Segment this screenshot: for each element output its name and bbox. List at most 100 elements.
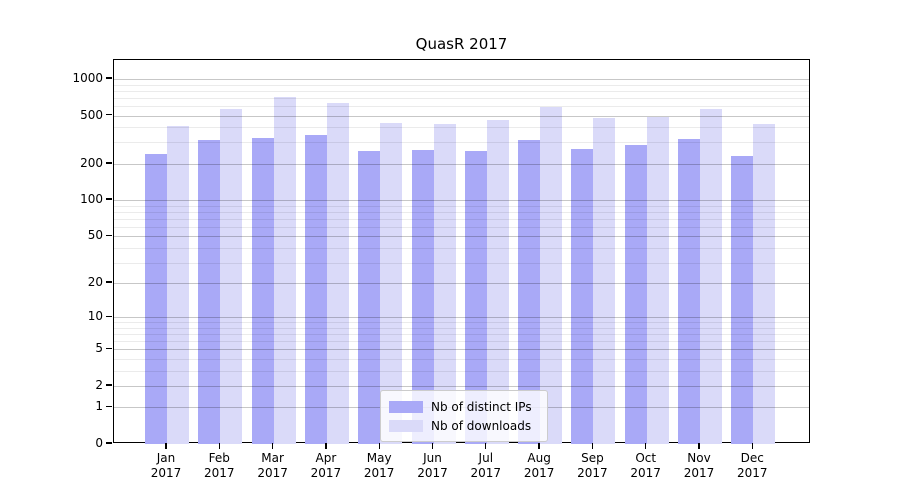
x-tick: [325, 443, 327, 449]
gridline-minor: [114, 327, 809, 329]
bar-distinct-ips-aug: [518, 139, 541, 444]
x-tick: [751, 443, 753, 449]
gridline-minor: [114, 84, 809, 86]
x-tick: [645, 443, 647, 449]
x-tick-label-apr: Apr 2017: [310, 451, 342, 480]
bar-distinct-ips-jan: [145, 154, 167, 444]
legend-swatch-distinct-ips: [389, 400, 423, 413]
gridline-minor: [114, 247, 809, 249]
x-tick-label-may: May 2017: [363, 451, 395, 480]
x-tick-label-aug: Aug 2017: [523, 451, 555, 480]
y-tick: [106, 384, 112, 386]
gridline-major: [114, 115, 809, 117]
y-tick-label: 0: [95, 436, 103, 450]
gridline-minor: [114, 90, 809, 92]
gridline-minor: [114, 334, 809, 336]
y-tick: [106, 162, 112, 164]
gridline-major: [114, 200, 809, 202]
gridline-major: [114, 163, 809, 165]
y-tick-label: 2: [95, 377, 103, 392]
y-tick-label: 100: [80, 192, 103, 207]
bar-distinct-ips-sep: [571, 149, 594, 444]
gridline-minor: [114, 370, 809, 372]
gridline-minor: [114, 226, 809, 228]
x-tick-label-jan: Jan 2017: [150, 451, 182, 480]
bar-downloads-dec: [753, 123, 776, 444]
y-tick: [106, 113, 112, 116]
gridline-minor: [114, 205, 809, 207]
bar-downloads-jun: [433, 123, 456, 444]
gridline-minor: [114, 358, 809, 360]
x-tick-label-dec: Dec 2017: [737, 451, 768, 480]
x-tick: [591, 443, 594, 449]
bar-distinct-ips-jul: [464, 151, 487, 444]
gridline-minor: [114, 218, 809, 220]
bar-downloads-mar: [273, 96, 296, 444]
gridline-major: [114, 236, 809, 238]
x-tick: [431, 443, 434, 449]
y-tick: [106, 405, 112, 408]
x-tick: [698, 443, 700, 449]
bar-distinct-ips-dec: [731, 156, 754, 444]
bar-downloads-jan: [167, 126, 189, 444]
x-tick-label-jul: Jul 2017: [470, 451, 502, 480]
bar-downloads-apr: [326, 103, 349, 444]
y-tick-label: 1: [95, 399, 103, 414]
gridline-minor: [114, 322, 809, 324]
y-tick-label: 500: [80, 107, 103, 122]
gridline-major: [114, 283, 809, 285]
legend-entry-distinct-ips: Nb of distinct IPs: [389, 397, 537, 416]
y-tick: [106, 281, 112, 283]
x-tick: [485, 443, 487, 449]
y-tick: [106, 347, 112, 350]
gridline-major: [114, 317, 809, 319]
y-tick: [106, 442, 112, 444]
gridline-minor: [114, 142, 809, 144]
legend-swatch-downloads: [389, 419, 423, 432]
gridline-major: [114, 385, 809, 387]
legend-label-distinct-ips: Nb of distinct IPs: [431, 399, 532, 414]
x-tick: [378, 443, 380, 449]
bar-downloads-may: [380, 122, 403, 444]
legend-label-downloads: Nb of downloads: [431, 418, 532, 433]
x-tick-label-jun: Jun 2017: [417, 451, 448, 480]
y-tick-label: 200: [80, 155, 103, 170]
bar-distinct-ips-may: [358, 151, 381, 444]
gridline-major: [114, 79, 809, 80]
legend-entry-downloads: Nb of downloads: [389, 416, 537, 435]
x-tick-label-sep: Sep 2017: [577, 451, 608, 480]
x-tick-label-oct: Oct 2017: [630, 451, 661, 480]
x-tick-label-mar: Mar 2017: [257, 451, 288, 480]
bar-downloads-aug: [540, 106, 563, 444]
plot-area: [113, 59, 810, 444]
y-tick: [106, 315, 112, 317]
bar-downloads-jul: [486, 119, 509, 444]
x-tick: [538, 443, 540, 449]
y-tick: [106, 77, 112, 79]
gridline-minor: [114, 341, 809, 343]
x-tick: [165, 443, 167, 449]
bar-distinct-ips-mar: [251, 138, 274, 444]
bar-distinct-ips-oct: [624, 145, 647, 444]
y-tick-label: 10: [87, 309, 103, 324]
gridline-minor: [114, 97, 809, 99]
bar-distinct-ips-jun: [411, 150, 434, 444]
bar-downloads-sep: [593, 117, 616, 444]
gridline-minor: [114, 262, 809, 264]
legend: Nb of distinct IPs Nb of downloads: [380, 390, 548, 442]
bar-distinct-ips-feb: [198, 139, 221, 444]
bar-downloads-nov: [700, 108, 722, 444]
bar-downloads-oct: [646, 116, 669, 444]
x-tick-label-feb: Feb 2017: [204, 451, 235, 480]
gridline-major: [114, 349, 809, 351]
gridline-minor: [114, 105, 809, 107]
chart-title: QuasR 2017: [415, 35, 508, 53]
x-tick: [271, 443, 274, 449]
y-tick-label: 50: [87, 228, 103, 243]
y-tick: [106, 198, 112, 200]
x-tick-label-nov: Nov 2017: [683, 451, 715, 480]
gridline-minor: [114, 211, 809, 213]
bar-downloads-feb: [220, 108, 243, 444]
x-tick: [218, 443, 220, 449]
